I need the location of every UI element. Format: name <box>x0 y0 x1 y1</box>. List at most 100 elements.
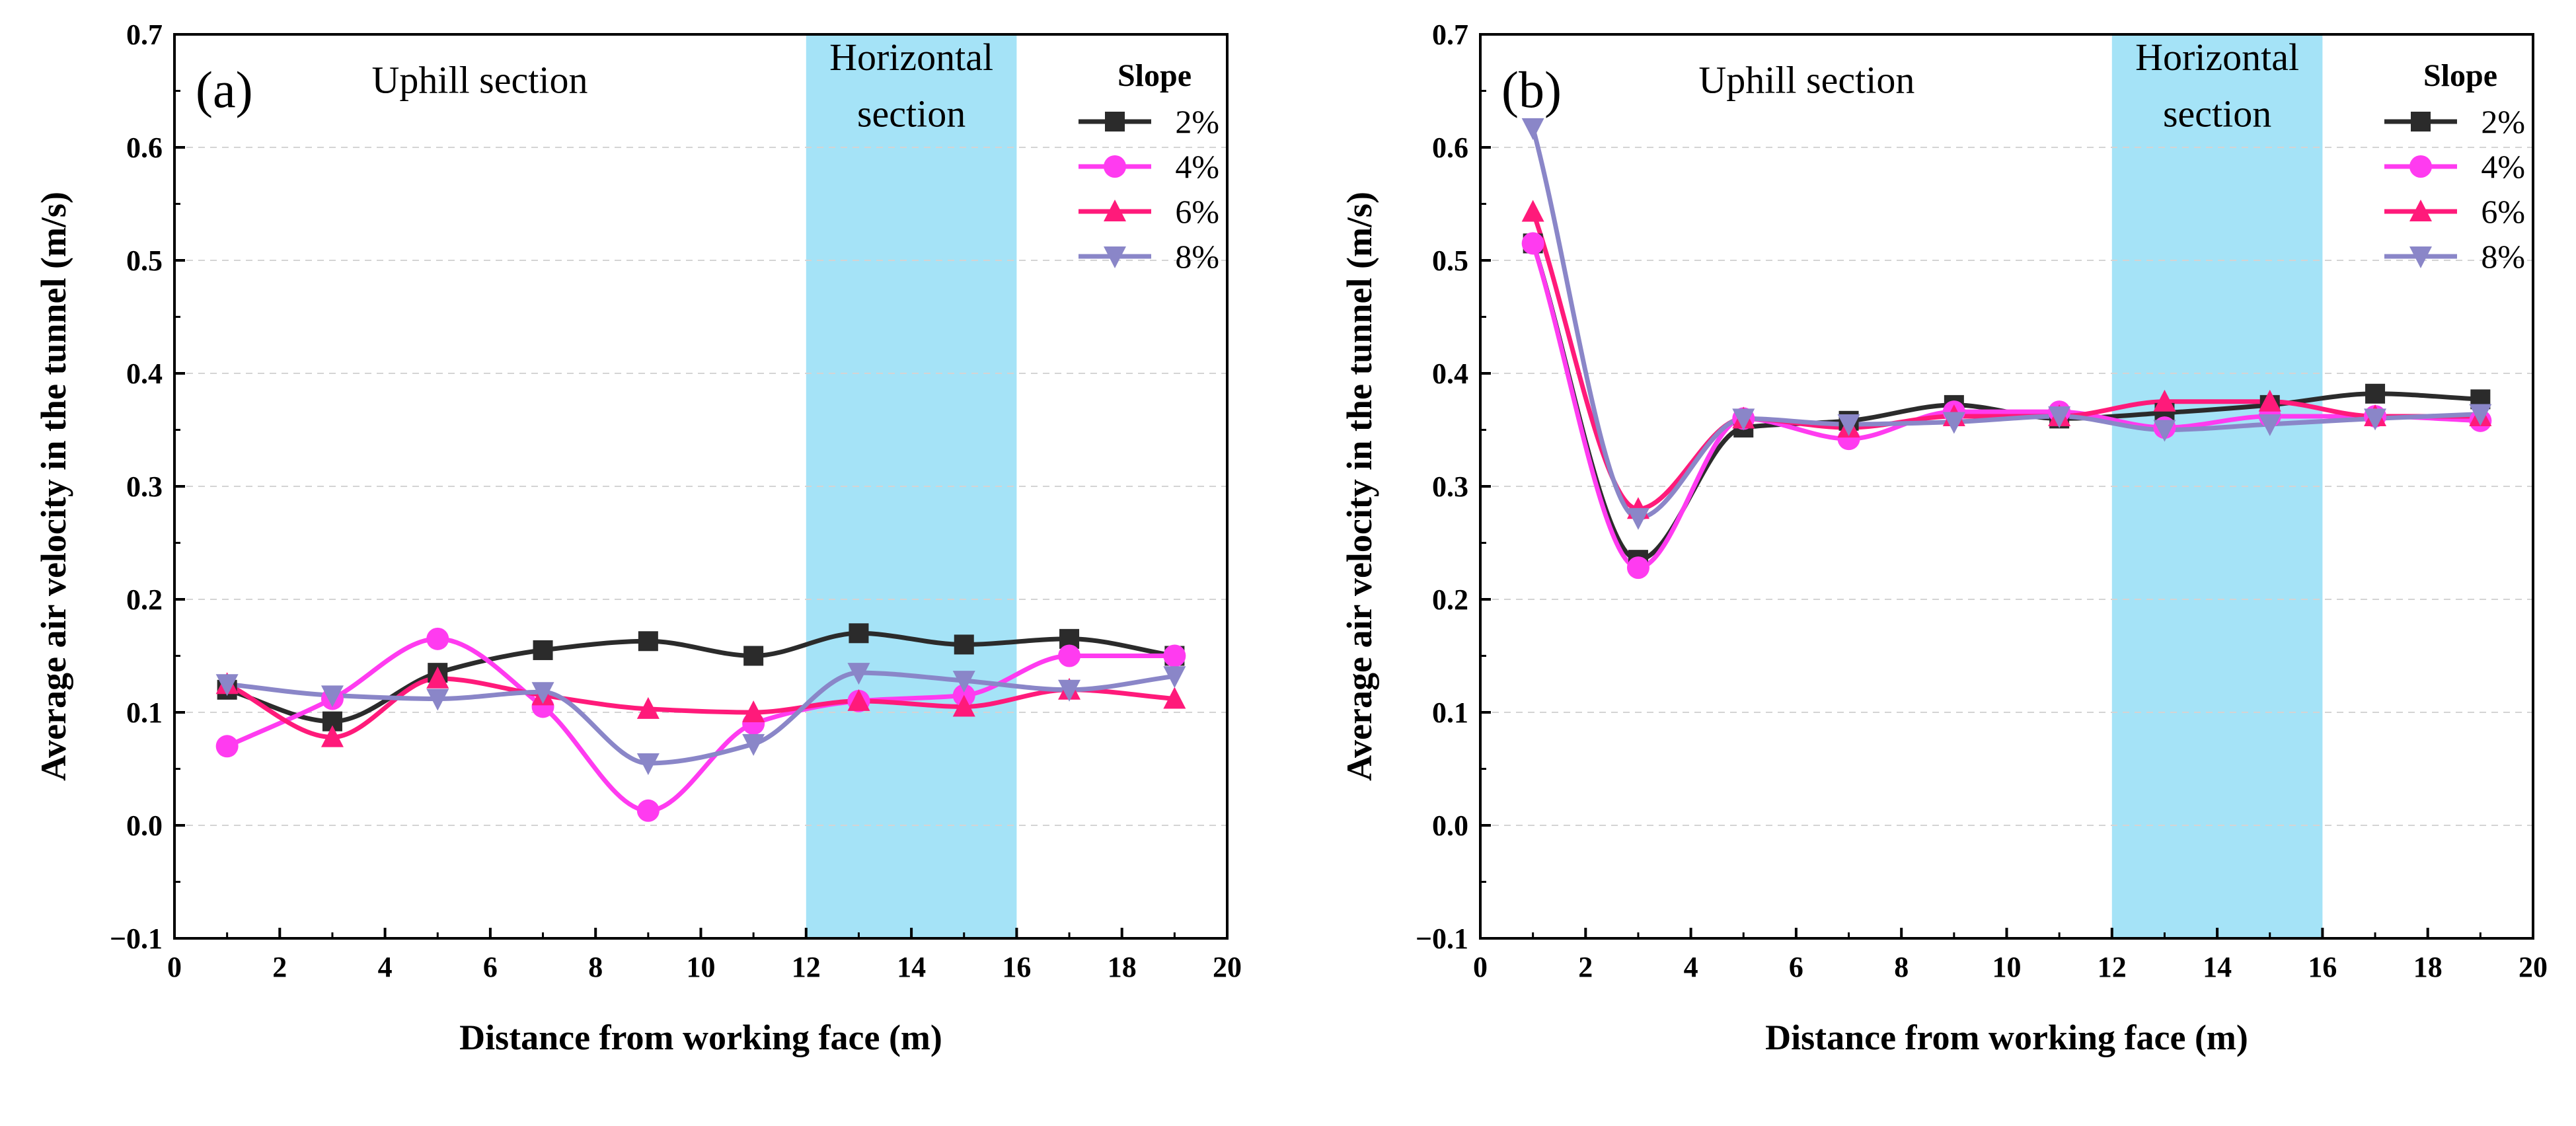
x-tick-label: 20 <box>1213 951 1242 983</box>
series-line-6pct <box>1531 209 2483 511</box>
x-tick-label: 4 <box>1684 951 1698 983</box>
data-point <box>1837 414 1860 436</box>
y-tick-label: 0.1 <box>126 696 163 729</box>
x-tick-label: 2 <box>272 951 287 983</box>
data-point <box>533 640 553 660</box>
data-point <box>2364 408 2387 431</box>
legend-label: 8% <box>2481 238 2525 275</box>
data-point <box>849 623 869 644</box>
x-tick-label: 14 <box>2203 951 2232 983</box>
x-tick-label: 20 <box>2519 951 2548 983</box>
data-point <box>426 689 449 711</box>
y-tick-label: 0.2 <box>126 583 163 616</box>
data-point <box>2365 383 2386 404</box>
panel-label: (a) <box>196 61 253 118</box>
legend-marker <box>1104 246 1126 268</box>
data-point <box>636 753 660 775</box>
data-point <box>1626 556 1649 580</box>
series-line-6pct <box>225 676 1177 740</box>
data-point <box>531 682 554 704</box>
y-tick-label: 0.1 <box>1432 696 1468 729</box>
data-point <box>1163 687 1186 709</box>
legend-marker <box>2409 155 2432 178</box>
legend-label: 4% <box>1175 148 1219 185</box>
data-point <box>2469 404 2492 426</box>
data-point <box>2258 389 2281 412</box>
data-point <box>215 735 239 758</box>
x-tick-label: 18 <box>2413 951 2443 983</box>
data-point <box>1163 644 1186 667</box>
data-point <box>321 685 344 708</box>
y-tick-label: 0.5 <box>1432 244 1468 277</box>
y-tick-label: 0.4 <box>1432 357 1468 390</box>
y-tick-label: 0.3 <box>126 470 163 503</box>
data-point <box>954 634 974 655</box>
y-axis-title: Average air velocity in the tunnel (m/s) <box>1340 192 1379 781</box>
legend-marker <box>2409 200 2432 221</box>
y-tick-label: 0.7 <box>1432 19 1468 51</box>
legend-marker <box>1104 200 1126 221</box>
data-point <box>426 666 449 689</box>
x-tick-label: 12 <box>792 951 821 983</box>
x-tick-label: 18 <box>1108 951 1137 983</box>
y-tick-label: 0.3 <box>1432 470 1468 503</box>
data-point <box>742 700 765 722</box>
data-point <box>2153 420 2176 442</box>
data-point <box>952 671 975 693</box>
x-tick-label: 12 <box>2098 951 2127 983</box>
data-point <box>426 627 449 650</box>
series-line-8pct <box>1531 126 2483 521</box>
legend-label: 2% <box>1175 103 1219 140</box>
horizontal-section-label: section <box>2163 93 2271 135</box>
y-axis-title: Average air velocity in the tunnel (m/s) <box>34 192 73 781</box>
data-point <box>1058 679 1081 702</box>
data-point <box>636 696 660 719</box>
data-point <box>1521 118 1544 140</box>
y-tick-label: 0.6 <box>126 131 163 164</box>
series-line-2pct <box>1531 241 2483 562</box>
data-point <box>1732 408 1755 431</box>
data-point <box>952 694 975 717</box>
y-tick-label: 0.7 <box>126 19 163 51</box>
y-tick-label: 0.6 <box>1432 131 1468 164</box>
data-point <box>1521 232 1544 255</box>
data-point <box>321 725 344 747</box>
x-axis-title: Distance from working face (m) <box>1765 1018 2248 1057</box>
x-tick-label: 2 <box>1578 951 1593 983</box>
series-line-2pct <box>225 630 1177 724</box>
series-line-8pct <box>225 670 1177 766</box>
panel-a: 0 2 4 6 8 10 12 14 16 18 20 −0.1 0.0 0.1 0.2 0.3 0.4 0.5 0… <box>34 19 1242 1057</box>
y-tick-label: 0.0 <box>126 809 163 842</box>
x-tick-label: 10 <box>687 951 716 983</box>
data-point <box>1626 507 1649 530</box>
y-tick-label: 0.4 <box>126 357 163 390</box>
legend-label: 6% <box>2481 193 2525 230</box>
data-point <box>743 646 764 666</box>
y-tick-label: 0.5 <box>126 244 163 277</box>
legend-marker <box>1105 112 1125 131</box>
x-tick-label: 16 <box>2308 951 2337 983</box>
data-point <box>742 733 765 756</box>
data-point <box>2258 414 2281 436</box>
data-point <box>1521 200 1544 222</box>
data-point <box>1163 666 1186 689</box>
panel-b: 0 2 4 6 8 10 12 14 16 18 20 −0.1 0.0 0.1 0.2 0.3 0.4 0.5 0… <box>1340 19 2548 1057</box>
x-tick-label: 0 <box>1473 951 1488 983</box>
legend-marker <box>2411 112 2431 131</box>
data-point <box>847 663 870 685</box>
x-tick-label: 6 <box>483 951 498 983</box>
uphill-section-label: Uphill section <box>371 58 587 101</box>
legend-marker <box>1104 155 1126 178</box>
horizontal-section-label: Horizontal <box>2135 36 2299 79</box>
y-tick-label: −0.1 <box>1416 922 1468 955</box>
panel-label: (b) <box>1501 61 1562 118</box>
legend-label: 8% <box>1175 238 1219 275</box>
data-point <box>2153 389 2176 412</box>
x-tick-label: 14 <box>897 951 926 983</box>
x-tick-label: 8 <box>1894 951 1909 983</box>
legend-label: 4% <box>2481 148 2525 185</box>
x-tick-label: 8 <box>588 951 603 983</box>
legend-title: Slope <box>1118 58 1192 93</box>
data-point <box>215 674 239 696</box>
